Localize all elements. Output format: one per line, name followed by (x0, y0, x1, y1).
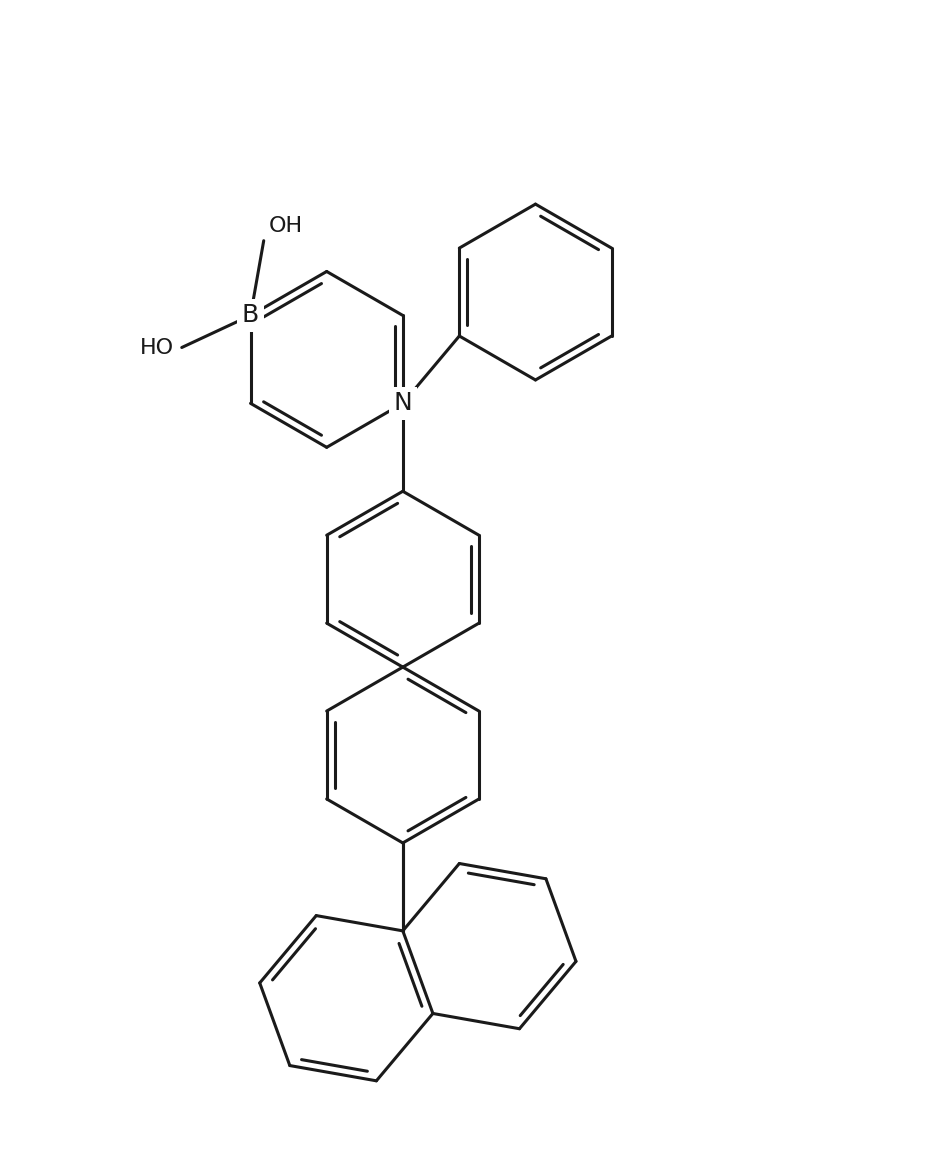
Text: N: N (394, 392, 412, 415)
Text: B: B (242, 304, 259, 328)
Text: HO: HO (141, 337, 174, 357)
Text: OH: OH (268, 216, 303, 236)
